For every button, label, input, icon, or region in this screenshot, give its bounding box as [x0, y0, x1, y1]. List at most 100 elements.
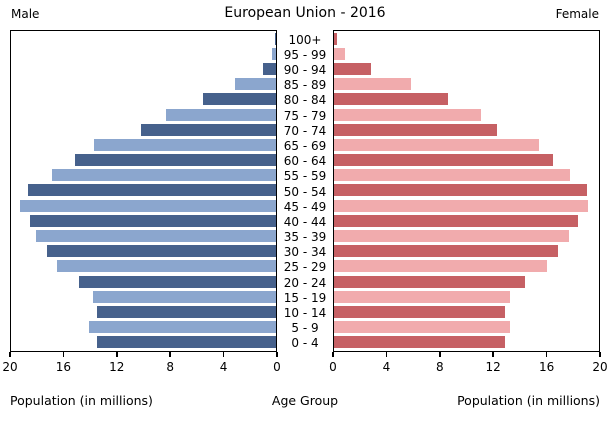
male-bar-85-89	[234, 78, 276, 91]
male-bar-row	[11, 259, 276, 274]
female-bar-55-59	[334, 169, 570, 182]
female-bar-85-89	[334, 78, 411, 91]
age-label: 85 - 89	[283, 78, 327, 93]
age-label: 100+	[288, 32, 322, 47]
male-bar-row	[11, 153, 276, 168]
female-bar-35-39	[334, 230, 569, 243]
tick-label: 0	[273, 360, 281, 374]
male-bar-row	[11, 183, 276, 198]
axis-tick	[9, 352, 11, 357]
female-bar-75-79	[334, 108, 482, 121]
female-bar-30-34	[334, 245, 558, 258]
female-bar-row	[334, 198, 599, 213]
female-bar-row	[334, 244, 599, 259]
female-bar-row	[334, 183, 599, 198]
male-bar-row	[11, 77, 276, 92]
female-bar-40-44	[334, 214, 578, 227]
male-bar-5-9	[89, 321, 276, 334]
male-axis-title: Population (in millions)	[10, 393, 153, 408]
axis-tick	[222, 352, 225, 357]
male-bar-65-69	[94, 138, 276, 151]
female-bar-25-29	[334, 260, 548, 273]
age-label: 20 - 24	[283, 275, 327, 290]
tick-label: 20	[592, 360, 608, 374]
age-label: 45 - 49	[283, 199, 327, 214]
female-bar-row	[334, 107, 599, 122]
axis-tick	[62, 352, 65, 357]
female-bar-row	[334, 153, 599, 168]
axis-tick	[385, 352, 388, 357]
age-label: 10 - 14	[283, 306, 327, 321]
axis-tick	[439, 352, 441, 357]
female-bar-65-69	[334, 138, 540, 151]
male-bar-35-39	[36, 230, 276, 243]
female-bar-70-74	[334, 123, 497, 136]
age-label: 90 - 94	[283, 62, 327, 77]
age-label: 70 - 74	[283, 123, 327, 138]
tick-label: 4	[382, 360, 391, 374]
female-bar-row	[334, 213, 599, 228]
female-bar-row	[334, 77, 599, 92]
female-bar-row	[334, 92, 599, 107]
tick-label: 0	[329, 360, 337, 374]
male-bar-40-44	[29, 214, 276, 227]
tick-label: 12	[109, 360, 125, 374]
chart-title: European Union - 2016	[224, 5, 386, 21]
age-label: 60 - 64	[283, 154, 327, 169]
male-bar-row	[11, 168, 276, 183]
axis-tick	[116, 352, 118, 357]
female-bar-row	[334, 274, 599, 289]
age-label: 75 - 79	[283, 108, 327, 123]
age-label: 55 - 59	[283, 169, 327, 184]
tick-label: 8	[435, 360, 444, 374]
male-bar-45-49	[20, 199, 276, 212]
female-bar-row	[334, 46, 599, 61]
tick-label: 12	[485, 360, 501, 374]
tick-label: 20	[2, 360, 18, 374]
male-bar-row	[11, 213, 276, 228]
female-bar-95-99	[334, 47, 345, 60]
male-bar-row	[11, 244, 276, 259]
female-bar-row	[334, 335, 599, 350]
male-bar-50-54	[28, 184, 276, 197]
male-bar-80-84	[203, 93, 276, 106]
female-bar-row	[334, 137, 599, 152]
male-bar-10-14	[97, 305, 276, 318]
female-bar-row	[334, 122, 599, 137]
female-bar-row	[334, 228, 599, 243]
male-bar-row	[11, 46, 276, 61]
female-bar-row	[334, 168, 599, 183]
male-bar-25-29	[57, 260, 276, 273]
tick-label: 8	[166, 360, 175, 374]
age-label: 80 - 84	[283, 93, 327, 108]
age-label: 50 - 54	[283, 184, 327, 199]
male-bar-row	[11, 107, 276, 122]
female-bar-row	[334, 259, 599, 274]
age-group-axis: 100+ 95 - 99 90 - 94 85 - 89 80 - 84 75 - 79 7…	[277, 30, 333, 352]
male-bar-75-79	[166, 108, 276, 121]
male-bar-70-74	[140, 123, 276, 136]
tick-label: 16	[538, 360, 555, 374]
male-bar-90-94	[262, 62, 276, 75]
female-bar-row	[334, 289, 599, 304]
axis-tick	[545, 352, 548, 357]
male-bar-row	[11, 137, 276, 152]
age-label: 40 - 44	[283, 214, 327, 229]
male-bar-row	[11, 320, 276, 335]
female-bar-row	[334, 61, 599, 76]
age-label: 15 - 19	[283, 290, 327, 305]
age-label: 65 - 69	[283, 138, 327, 153]
male-bar-row	[11, 289, 276, 304]
male-bar-row	[11, 304, 276, 319]
male-header-label: Male	[11, 7, 40, 21]
male-bar-30-34	[46, 245, 276, 258]
male-bar-100+	[274, 32, 276, 45]
age-label: 35 - 39	[283, 230, 327, 245]
tick-label: 4	[219, 360, 228, 374]
axis-tick	[492, 352, 494, 357]
axis-tick	[169, 352, 171, 357]
age-label: 30 - 34	[283, 245, 327, 260]
axis-tick	[599, 352, 601, 357]
female-bar-45-49	[334, 199, 589, 212]
